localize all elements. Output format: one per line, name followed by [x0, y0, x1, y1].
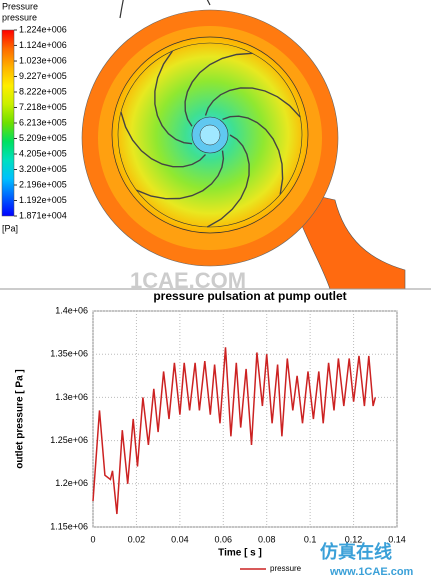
x-tick-label: 0.08: [258, 534, 276, 544]
watermark: 仿真在线: [320, 541, 392, 562]
colorbar-label: 1.224e+006: [19, 24, 67, 34]
colorbar-label: 1.124e+006: [19, 40, 67, 50]
blade: [136, 150, 225, 200]
colorbar-label: 5.209e+005: [19, 133, 67, 143]
colorbar-subtitle: pressure: [2, 12, 37, 22]
colorbar-label: 1.871e+004: [19, 210, 67, 220]
x-axis-label: Time [ s ]: [218, 548, 262, 559]
y-tick-label: 1.3e+06: [55, 392, 88, 402]
colorbar-label: 8.222e+005: [19, 86, 67, 96]
colorbar-unit: [Pa]: [2, 223, 18, 233]
y-axis-label: outlet pressure [ Pa ]: [15, 369, 26, 468]
y-tick-label: 1.35e+06: [50, 349, 88, 359]
x-tick-label: 0.1: [304, 534, 317, 544]
blade: [204, 87, 301, 118]
colorbar-label: 9.227e+005: [19, 71, 67, 81]
watermark-url: www.1CAE.com: [329, 566, 414, 578]
x-tick-label: 0.04: [171, 534, 189, 544]
blade: [184, 52, 253, 127]
colorbar-label: 6.213e+005: [19, 117, 67, 127]
x-tick-label: 0: [90, 534, 95, 544]
x-tick-label: 0.06: [215, 534, 233, 544]
chart-title: pressure pulsation at pump outlet: [153, 289, 346, 303]
blade: [206, 134, 250, 228]
line: [92, 347, 377, 515]
blade: [120, 111, 206, 168]
y-tick-label: 1.15e+06: [50, 521, 88, 531]
plot-area: [92, 310, 398, 528]
y-tick-label: 1.2e+06: [55, 478, 88, 488]
legend-label: pressure: [270, 564, 302, 573]
colorbar-label: 4.205e+005: [19, 148, 67, 158]
colorbar-label: 7.218e+005: [19, 102, 67, 112]
x-tick-label: 0.12: [345, 534, 363, 544]
colorbar-label: 3.200e+005: [19, 164, 67, 174]
x-tick-label: 0.02: [128, 534, 146, 544]
pump-contour: [81, 0, 406, 290]
x-tick-label: 0.14: [388, 534, 406, 544]
colorbar-title: Pressure: [2, 1, 38, 11]
colorbar-label: 1.023e+006: [19, 55, 67, 65]
blade: [154, 50, 193, 145]
colorbar-label: 1.192e+005: [19, 195, 67, 205]
y-tick-label: 1.4e+06: [55, 305, 88, 315]
colorbar: [1, 29, 15, 217]
y-tick-label: 1.25e+06: [50, 435, 88, 445]
colorbar-label: 2.196e+005: [19, 179, 67, 189]
blade: [222, 115, 284, 195]
